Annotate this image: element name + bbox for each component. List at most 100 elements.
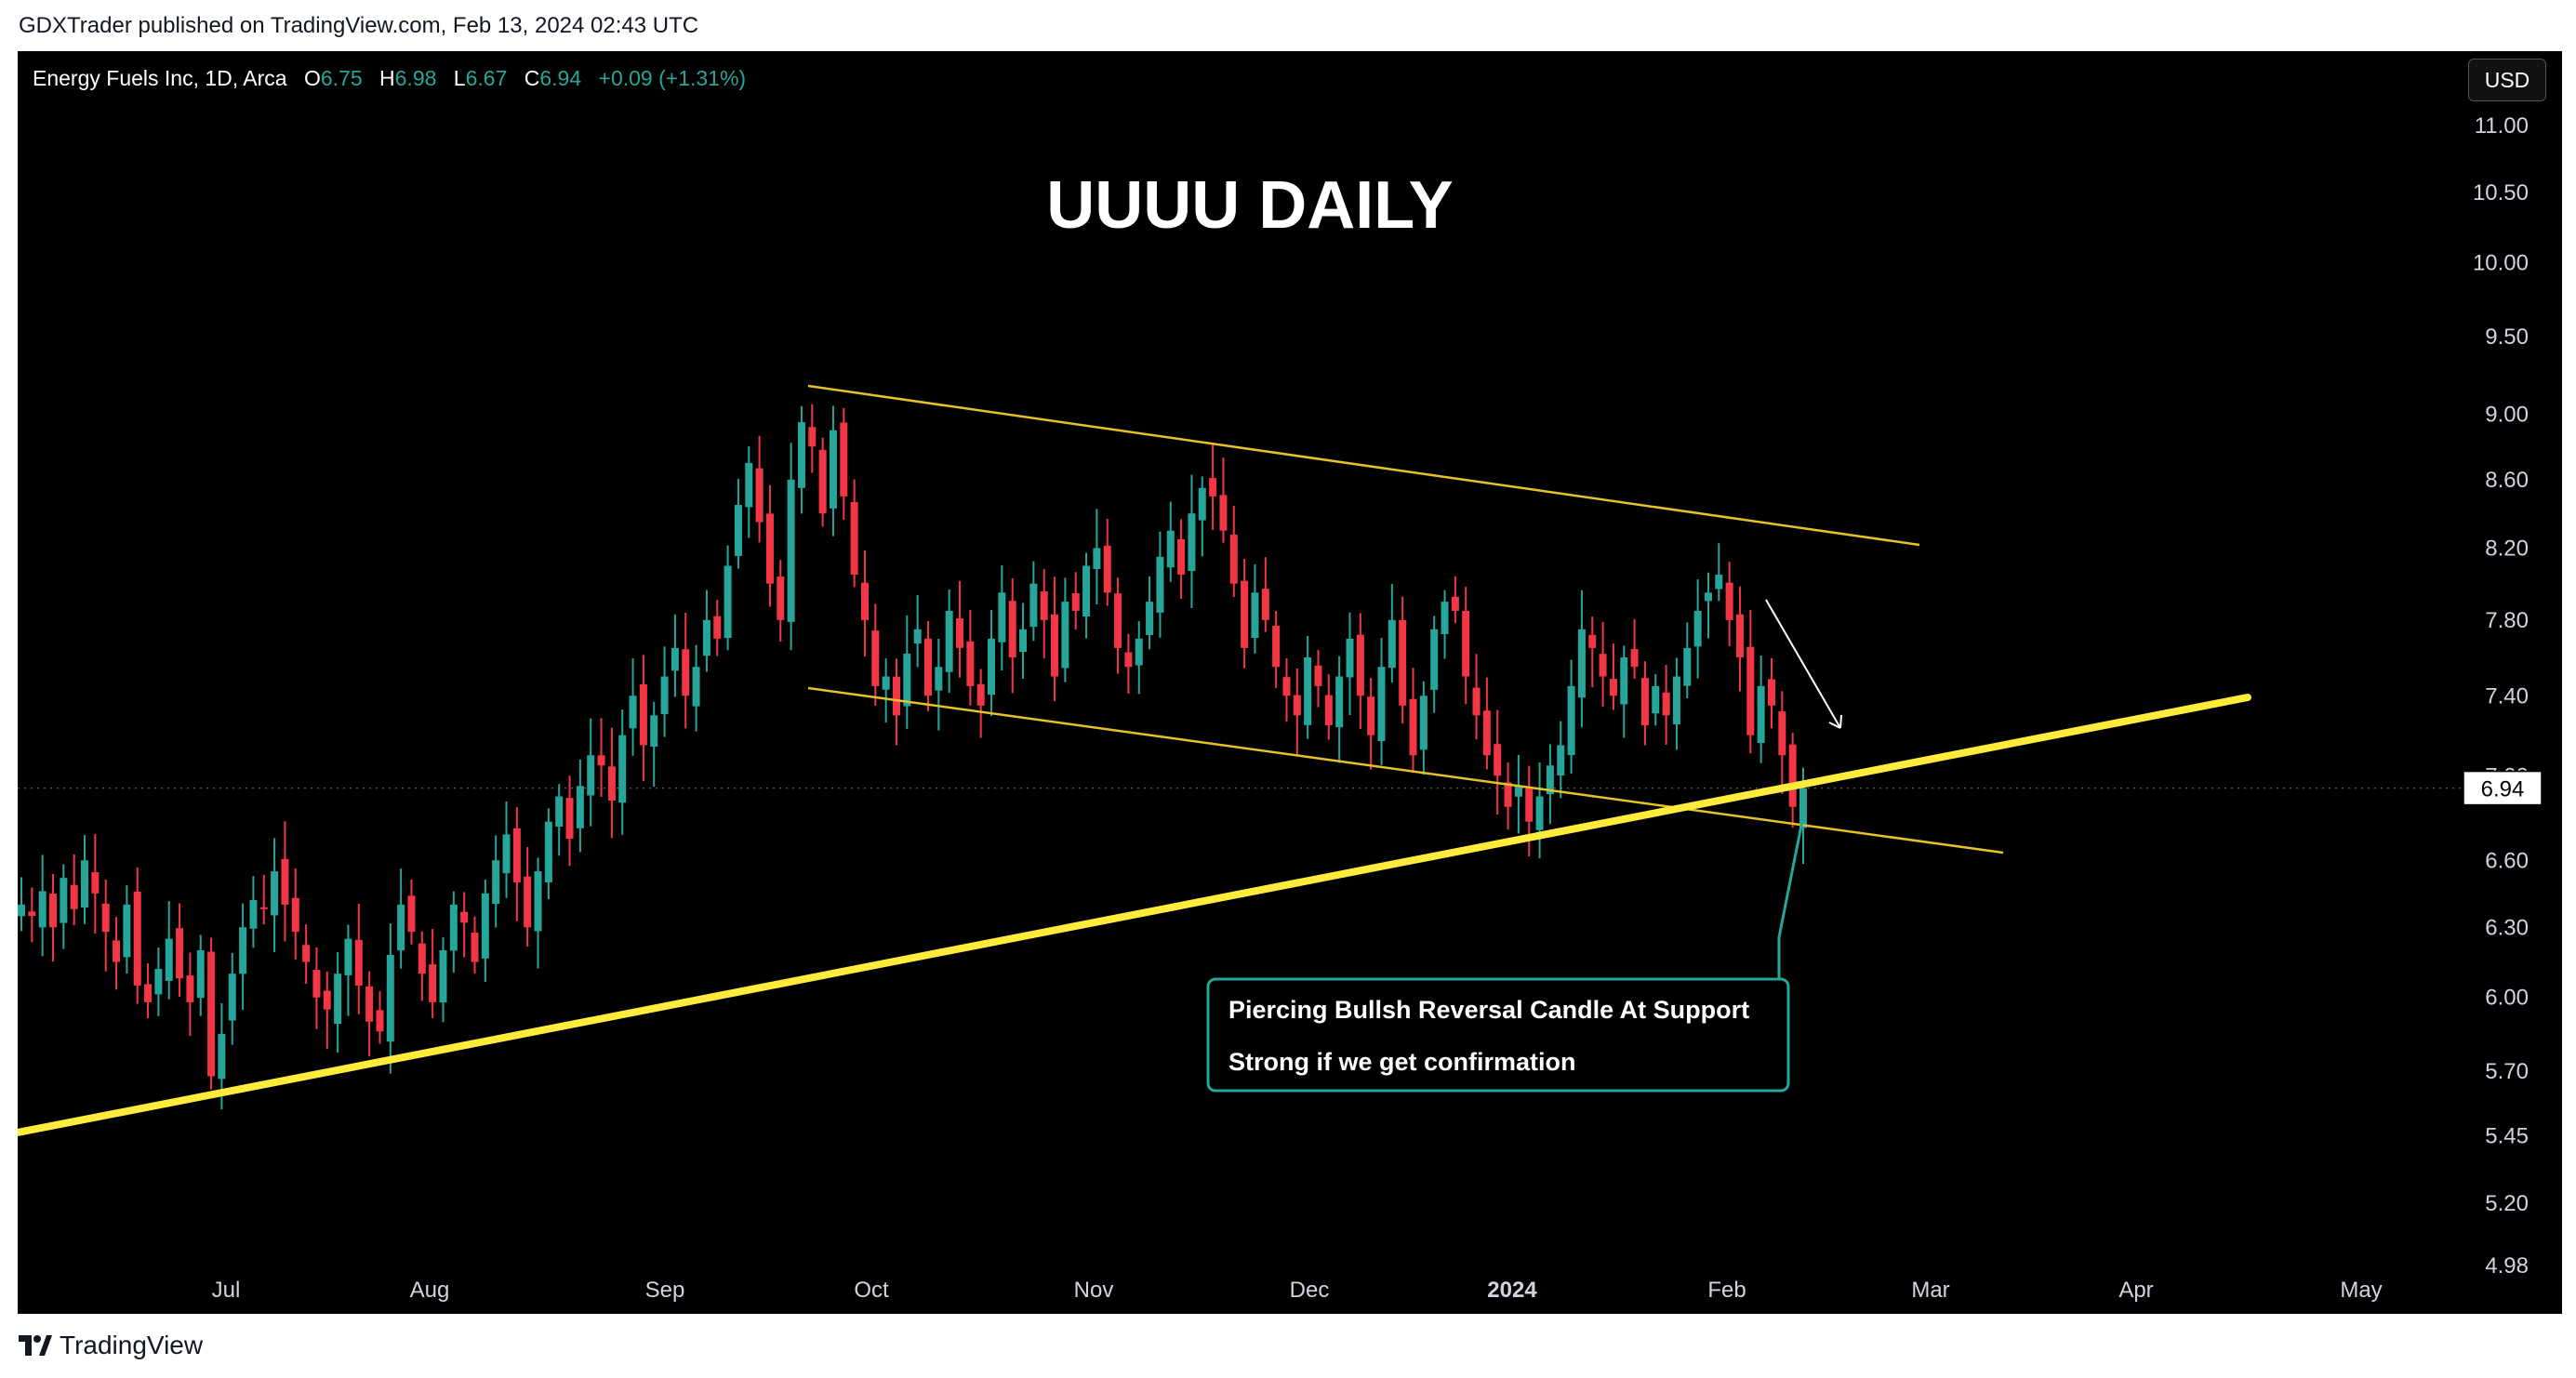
candle-body <box>101 903 110 933</box>
direction-arrow-head <box>1828 714 1842 729</box>
currency-button[interactable]: USD <box>2468 59 2546 101</box>
candle-body <box>249 900 258 929</box>
candle-body <box>1599 654 1607 677</box>
price-tick-label: 7.40 <box>2485 683 2529 709</box>
candle-body <box>1219 495 1228 531</box>
candle-body <box>629 696 637 729</box>
candle-body <box>544 821 552 882</box>
ohlc-legend: Energy Fuels Inc, 1D, Arca O6.75 H6.98 L… <box>33 66 746 91</box>
candle-body <box>38 891 46 928</box>
candle-body <box>1029 583 1038 628</box>
candlestick-chart[interactable]: 4.985.205.455.706.006.306.607.007.407.80… <box>18 51 2562 1314</box>
callout-line-2: Strong if we get confirmation <box>1228 1048 1576 1076</box>
symbol-label: Energy Fuels Inc, 1D, Arca <box>33 66 287 90</box>
candle-body <box>449 904 458 951</box>
publisher-bar: GDXTrader published on TradingView.com, … <box>0 0 2576 51</box>
candle-body <box>1746 646 1755 735</box>
price-tick-label: 10.50 <box>2473 180 2529 205</box>
direction-arrow-line <box>1765 599 1841 729</box>
candle-body <box>1430 629 1439 690</box>
candle-body <box>60 878 68 923</box>
brand-name: TradingView <box>60 1331 204 1359</box>
candle-body <box>1546 765 1554 795</box>
candle-body <box>1071 593 1080 611</box>
close-value: 6.94 <box>539 66 582 90</box>
price-tick-label: 5.45 <box>2485 1123 2529 1148</box>
candle-body <box>882 676 890 690</box>
time-tick-label: Jul <box>212 1278 241 1303</box>
candle-body <box>555 796 564 828</box>
candle-body <box>1693 610 1702 647</box>
candle-body <box>966 641 975 686</box>
price-tick-label: 4.98 <box>2485 1253 2529 1279</box>
candle-body <box>724 565 732 639</box>
candle-body <box>1261 589 1269 620</box>
candle-body <box>123 904 131 958</box>
candle-body <box>618 735 627 803</box>
tradingview-logo-icon <box>19 1335 52 1356</box>
candle-body <box>988 638 996 696</box>
candle-body <box>429 964 437 1002</box>
candle-body <box>1051 614 1059 677</box>
time-tick-label: Oct <box>854 1278 889 1303</box>
candle-body <box>639 684 647 746</box>
time-tick-label: Apr <box>2118 1278 2153 1303</box>
candle-body <box>713 616 722 639</box>
candle-body <box>1209 478 1217 497</box>
candle-body <box>1662 692 1670 716</box>
candle-body <box>1146 602 1154 635</box>
time-tick-label: Sep <box>645 1278 685 1303</box>
candle-body <box>1535 796 1544 830</box>
candle-body <box>334 974 342 1025</box>
candle-body <box>1377 667 1386 741</box>
tradingview-logo[interactable]: TradingView <box>19 1331 203 1360</box>
candle-body <box>860 582 869 620</box>
candle-body <box>1620 657 1628 705</box>
candle-body <box>765 513 774 584</box>
candle-body <box>913 629 922 644</box>
candle-body <box>850 501 858 576</box>
candle-body <box>576 786 584 828</box>
candle-body <box>1462 611 1470 677</box>
high-label: H <box>379 66 395 90</box>
candle-body <box>1304 657 1312 725</box>
candle-body <box>1335 676 1344 728</box>
candle-body <box>1472 687 1481 716</box>
candle-body <box>1229 534 1238 584</box>
candle-body <box>1241 580 1249 648</box>
low-value: 6.67 <box>465 66 508 90</box>
chart-area[interactable]: 4.985.205.455.706.006.306.607.007.407.80… <box>18 51 2562 1314</box>
candle-body <box>534 871 542 932</box>
candle-body <box>471 933 479 962</box>
candle-body <box>998 592 1006 643</box>
chart-title: UUUU DAILY <box>1046 168 1453 243</box>
candle-body <box>1293 695 1301 716</box>
candle-body <box>797 422 805 488</box>
candle-body <box>176 928 184 979</box>
callout-box <box>1206 977 1790 1093</box>
candle-body <box>1251 592 1259 639</box>
candle-body <box>1356 634 1364 696</box>
candle-body <box>1557 745 1565 776</box>
candle-body <box>1409 698 1417 756</box>
publisher-info: GDXTrader published on TradingView.com, … <box>19 13 699 38</box>
candle-body <box>239 927 247 974</box>
candle-body <box>587 755 595 796</box>
time-tick-label: Feb <box>1707 1278 1746 1303</box>
candle-body <box>154 969 163 995</box>
price-tick-label: 6.00 <box>2485 986 2529 1011</box>
candle-body <box>228 974 236 1021</box>
candle-body <box>1652 685 1660 714</box>
candle-body <box>502 834 511 874</box>
candle-body <box>1061 602 1069 669</box>
candle-body <box>81 860 89 908</box>
candle-body <box>397 904 405 951</box>
candle-body <box>492 860 500 905</box>
price-tick-label: 10.00 <box>2473 250 2529 275</box>
candle-body <box>28 911 36 917</box>
candle-body <box>1609 679 1617 696</box>
candle-body <box>323 990 331 1010</box>
time-tick-label: Nov <box>1074 1278 1114 1303</box>
candle-body <box>1482 710 1491 756</box>
candle-body <box>439 950 447 1003</box>
